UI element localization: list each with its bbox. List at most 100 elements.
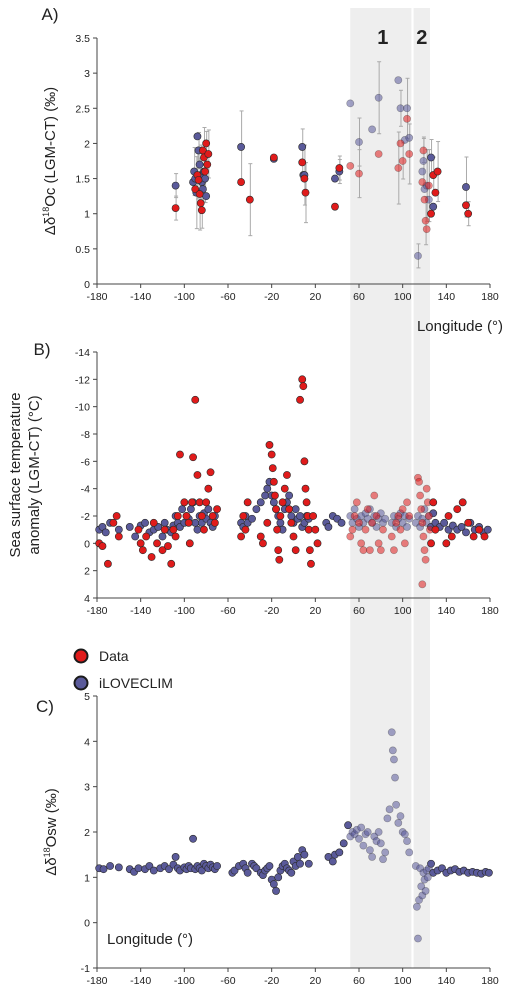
data-point	[427, 209, 435, 218]
x-tick-label: 140	[438, 291, 456, 303]
model-point	[263, 484, 272, 493]
data-point	[390, 546, 398, 555]
data-point	[210, 518, 219, 527]
data-point	[197, 512, 206, 520]
model-point	[391, 773, 399, 782]
data-point	[189, 453, 197, 462]
model-point	[324, 523, 333, 531]
model-point	[374, 828, 383, 836]
model-point	[357, 823, 366, 832]
data-point	[464, 209, 473, 218]
model-point	[101, 528, 110, 537]
model-point	[274, 873, 283, 882]
data-point	[447, 532, 456, 541]
data-point	[387, 532, 396, 541]
data-point	[191, 395, 200, 404]
x-tick-label: -180	[86, 291, 107, 303]
data-point	[269, 153, 278, 162]
data-point	[363, 505, 372, 514]
y-tick-label: -6	[81, 456, 90, 468]
x-tick-label: -140	[130, 975, 151, 987]
data-point	[176, 450, 184, 459]
model-point	[379, 855, 387, 864]
data-point	[400, 539, 409, 548]
x-tick-label: -20	[264, 975, 279, 987]
data-point	[394, 512, 403, 520]
data-point	[305, 546, 314, 555]
model-point	[392, 800, 401, 809]
model-point	[213, 862, 221, 870]
model-point	[149, 866, 158, 875]
x-tick-label: -140	[130, 291, 151, 303]
data-point	[431, 188, 440, 197]
data-point	[153, 539, 161, 548]
panel-label: B)	[34, 340, 51, 359]
model-point	[419, 157, 428, 165]
data-point	[158, 546, 167, 555]
model-point	[296, 859, 304, 868]
y-tick-label: -14	[75, 347, 90, 359]
data-point	[171, 532, 180, 541]
data-point	[418, 178, 427, 186]
y-axis-label-sup: 18	[41, 207, 51, 217]
y-axis-label-main: Δδ	[42, 217, 59, 235]
data-point	[464, 518, 473, 527]
data-point	[398, 505, 407, 514]
data-point	[241, 525, 250, 534]
model-point	[252, 505, 261, 514]
data-point	[453, 505, 462, 514]
data-point	[291, 546, 300, 555]
data-point	[203, 160, 212, 169]
data-point	[296, 395, 304, 404]
data-point	[418, 518, 427, 527]
data-point	[299, 382, 308, 391]
model-point	[106, 862, 114, 870]
data-point	[394, 164, 403, 172]
model-point	[374, 93, 383, 102]
model-point	[385, 805, 394, 814]
data-point	[346, 162, 355, 170]
data-point	[379, 525, 387, 534]
shaded-region-2	[413, 8, 430, 968]
data-point	[134, 525, 143, 534]
model-point	[287, 868, 296, 877]
model-point	[427, 153, 435, 162]
data-point	[112, 512, 121, 520]
data-point	[372, 512, 381, 520]
x-axis-label: Longitude (°)	[417, 318, 503, 335]
data-point	[160, 525, 169, 534]
model-point	[158, 532, 167, 541]
model-point	[339, 839, 348, 848]
y-tick-label: 0	[84, 279, 90, 291]
model-point	[261, 491, 270, 500]
data-point	[184, 518, 193, 527]
model-point	[114, 863, 123, 872]
data-point	[197, 206, 206, 215]
legend-marker-data	[73, 648, 89, 664]
model-point	[337, 518, 346, 527]
data-point	[213, 505, 221, 514]
data-point	[188, 498, 196, 507]
data-point	[416, 491, 425, 500]
data-point	[368, 518, 376, 527]
data-point	[403, 498, 411, 507]
model-point	[193, 132, 202, 141]
model-point	[296, 512, 304, 520]
shaded-region-label-2: 2	[416, 27, 427, 49]
model-point	[300, 850, 309, 859]
data-point	[274, 546, 283, 555]
model-point	[381, 848, 390, 857]
x-tick-label: 100	[394, 291, 412, 303]
data-point	[273, 525, 282, 534]
legend-marker-iloveclim	[73, 675, 89, 691]
x-tick-label: -100	[174, 975, 195, 987]
data-point	[424, 181, 433, 190]
x-tick-label: 140	[438, 975, 456, 987]
data-point	[267, 450, 276, 459]
data-point	[271, 491, 279, 500]
data-point	[392, 518, 401, 527]
data-point	[420, 195, 429, 204]
data-point	[335, 164, 344, 172]
y-tick-label: -1	[81, 963, 90, 975]
data-point	[196, 199, 205, 208]
